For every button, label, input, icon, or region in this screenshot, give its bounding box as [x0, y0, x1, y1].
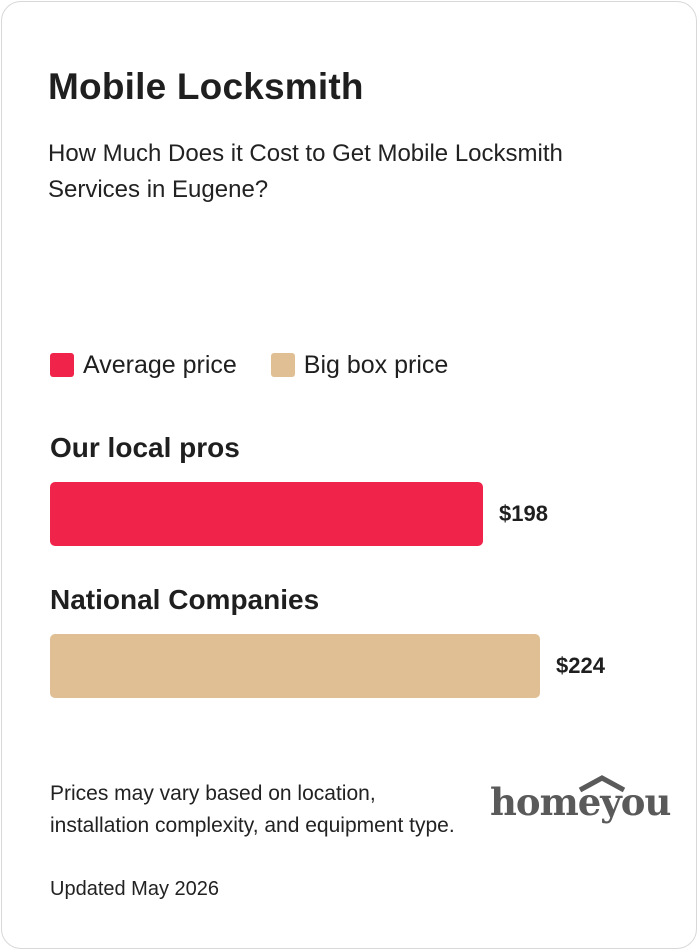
house-roof-icon	[578, 775, 626, 793]
price-disclaimer: Prices may vary based on location, insta…	[50, 782, 455, 837]
legend-label-big-box: Big box price	[303, 350, 449, 379]
bar-category-label: National Companies	[50, 584, 320, 615]
legend-item-average: Average price	[50, 351, 237, 380]
bar-category-label: Our local pros	[50, 432, 240, 463]
page-title: Mobile Locksmith	[48, 66, 364, 107]
chart-legend: Average price Big box price	[50, 348, 482, 382]
logo-wordmark: homeyou	[490, 780, 671, 824]
legend-item-big-box: Big box price	[270, 350, 449, 380]
page-subtitle: How Much Does it Cost to Get Mobile Lock…	[48, 140, 563, 203]
bar-value-label: $224	[556, 653, 605, 678]
legend-swatch-big-box	[270, 353, 295, 377]
legend-label-average: Average price	[83, 350, 237, 379]
bar	[50, 482, 483, 546]
updated-date: Updated May 2026	[50, 878, 220, 900]
legend-swatch-average	[50, 353, 74, 377]
bar-value-label: $198	[499, 501, 548, 526]
bar	[50, 634, 540, 698]
homeyou-logo: homeyou	[490, 774, 671, 830]
